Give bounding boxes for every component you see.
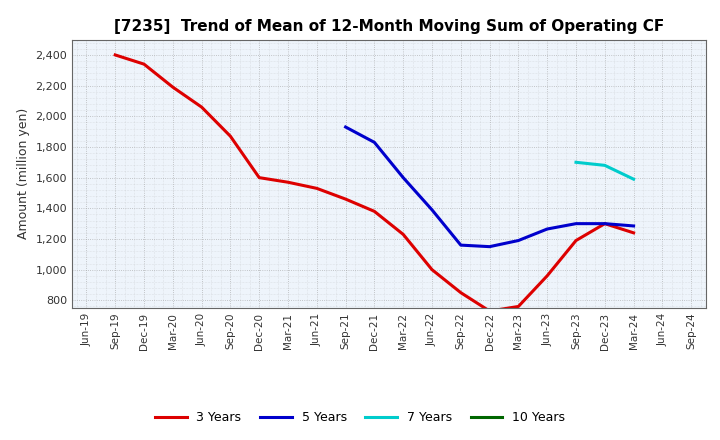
5 Years bbox=[399, 175, 408, 180]
Line: 3 Years: 3 Years bbox=[115, 55, 634, 311]
5 Years bbox=[485, 244, 494, 249]
3 Years bbox=[399, 232, 408, 237]
5 Years bbox=[572, 221, 580, 226]
5 Years bbox=[543, 226, 552, 231]
3 Years bbox=[255, 175, 264, 180]
3 Years bbox=[600, 221, 609, 226]
3 Years bbox=[572, 238, 580, 243]
5 Years bbox=[629, 224, 638, 229]
3 Years bbox=[111, 52, 120, 58]
7 Years bbox=[600, 163, 609, 168]
5 Years bbox=[341, 125, 350, 130]
3 Years bbox=[456, 290, 465, 295]
Line: 7 Years: 7 Years bbox=[576, 162, 634, 179]
3 Years bbox=[140, 62, 148, 67]
3 Years bbox=[226, 134, 235, 139]
Title: [7235]  Trend of Mean of 12-Month Moving Sum of Operating CF: [7235] Trend of Mean of 12-Month Moving … bbox=[114, 19, 664, 34]
5 Years bbox=[456, 242, 465, 248]
3 Years bbox=[629, 230, 638, 235]
Legend: 3 Years, 5 Years, 7 Years, 10 Years: 3 Years, 5 Years, 7 Years, 10 Years bbox=[150, 407, 570, 429]
Y-axis label: Amount (million yen): Amount (million yen) bbox=[17, 108, 30, 239]
Line: 5 Years: 5 Years bbox=[346, 127, 634, 247]
3 Years bbox=[197, 104, 206, 110]
5 Years bbox=[370, 140, 379, 145]
3 Years bbox=[341, 197, 350, 202]
5 Years bbox=[514, 238, 523, 243]
3 Years bbox=[428, 267, 436, 272]
3 Years bbox=[284, 180, 292, 185]
3 Years bbox=[485, 308, 494, 314]
3 Years bbox=[168, 84, 177, 90]
5 Years bbox=[600, 221, 609, 226]
7 Years bbox=[572, 160, 580, 165]
7 Years bbox=[629, 176, 638, 182]
3 Years bbox=[514, 304, 523, 309]
5 Years bbox=[428, 207, 436, 213]
3 Years bbox=[543, 273, 552, 279]
3 Years bbox=[370, 209, 379, 214]
3 Years bbox=[312, 186, 321, 191]
